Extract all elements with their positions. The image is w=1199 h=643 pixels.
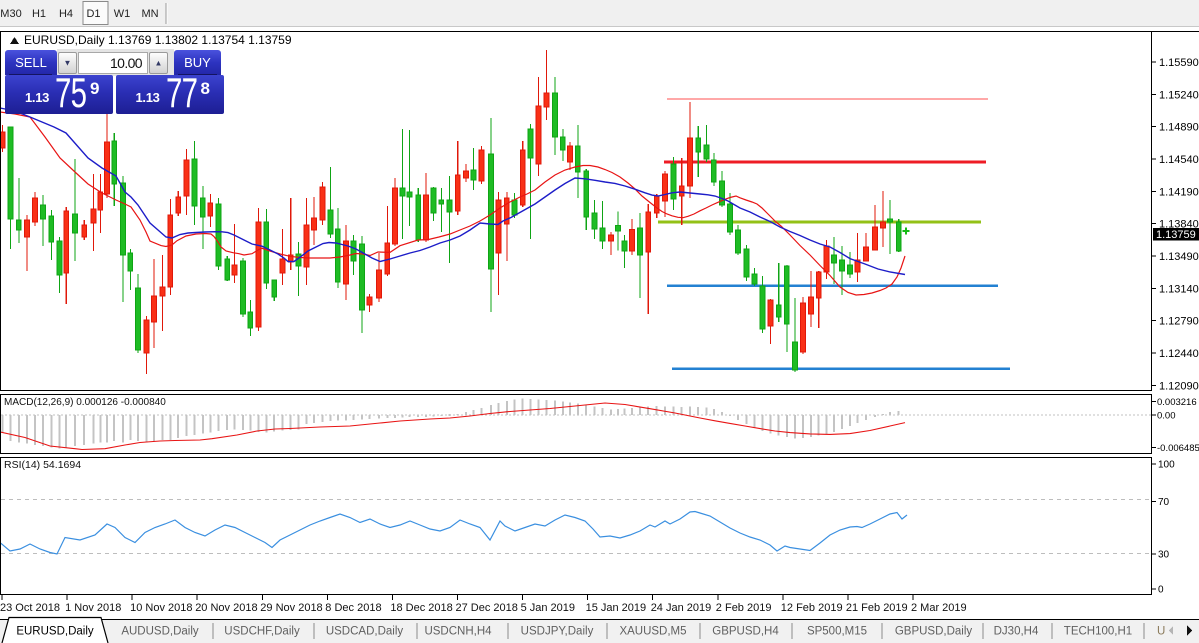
svg-text:H4: H4 (59, 8, 73, 20)
svg-text:AUDUSD,Daily: AUDUSD,Daily (121, 626, 199, 638)
svg-text:2 Mar 2019: 2 Mar 2019 (911, 602, 967, 614)
svg-text:D1: D1 (86, 8, 100, 20)
svg-text:1.13140: 1.13140 (1159, 283, 1199, 295)
svg-text:21 Feb 2019: 21 Feb 2019 (846, 602, 908, 614)
svg-text:1.13490: 1.13490 (1159, 251, 1199, 263)
svg-text:1.15240: 1.15240 (1159, 89, 1199, 101)
svg-text:1.12790: 1.12790 (1159, 316, 1199, 328)
svg-text:USDCNH,H4: USDCNH,H4 (424, 626, 492, 638)
svg-text:15 Jan 2019: 15 Jan 2019 (586, 602, 647, 614)
svg-text:MACD(12,26,9) 0.000126 -0.0008: MACD(12,26,9) 0.000126 -0.000840 (4, 397, 166, 408)
svg-text:23 Oct 2018: 23 Oct 2018 (0, 602, 60, 614)
svg-text:30: 30 (1158, 549, 1170, 560)
svg-text:1.13759: 1.13759 (1156, 229, 1196, 241)
svg-text:5 Jan 2019: 5 Jan 2019 (521, 602, 575, 614)
svg-text:XAUUSD,M5: XAUUSD,M5 (619, 626, 686, 638)
svg-text:W1: W1 (114, 8, 131, 20)
svg-text:RSI(14) 54.1694: RSI(14) 54.1694 (4, 459, 81, 471)
svg-text:1.14890: 1.14890 (1159, 122, 1199, 134)
svg-text:18 Dec 2018: 18 Dec 2018 (390, 602, 452, 614)
svg-text:U: U (1157, 626, 1165, 638)
svg-text:10 Nov 2018: 10 Nov 2018 (130, 602, 192, 614)
svg-text:EURUSD,Daily: EURUSD,Daily (16, 626, 94, 638)
svg-text:1.12090: 1.12090 (1159, 380, 1199, 392)
svg-text:TECH100,H1: TECH100,H1 (1064, 626, 1132, 638)
svg-text:MN: MN (141, 8, 158, 20)
svg-text:0: 0 (1158, 584, 1164, 595)
svg-text:12 Feb 2019: 12 Feb 2019 (781, 602, 843, 614)
svg-text:-0.006485: -0.006485 (1157, 443, 1199, 454)
svg-text:USDCHF,Daily: USDCHF,Daily (224, 626, 300, 638)
svg-text:GBPUSD,H4: GBPUSD,H4 (712, 626, 779, 638)
svg-text:1.15590: 1.15590 (1159, 57, 1199, 69)
svg-text:29 Nov 2018: 29 Nov 2018 (260, 602, 322, 614)
svg-text:24 Jan 2019: 24 Jan 2019 (651, 602, 712, 614)
svg-text:1.13840: 1.13840 (1159, 219, 1199, 231)
svg-text:H1: H1 (32, 8, 46, 20)
svg-text:0.003216: 0.003216 (1157, 397, 1197, 408)
svg-text:M30: M30 (0, 8, 21, 20)
svg-text:USDJPY,Daily: USDJPY,Daily (521, 626, 594, 638)
svg-text:GBPUSD,Daily: GBPUSD,Daily (895, 626, 973, 638)
svg-text:70: 70 (1158, 497, 1170, 508)
svg-text:USDCAD,Daily: USDCAD,Daily (326, 626, 404, 638)
svg-text:1.12440: 1.12440 (1159, 348, 1199, 360)
svg-text:8 Dec 2018: 8 Dec 2018 (325, 602, 381, 614)
svg-text:DJ30,H4: DJ30,H4 (994, 626, 1039, 638)
svg-text:EURUSD,Daily 1.13769 1.13802: EURUSD,Daily 1.13769 1.13802 1.13754 1.1… (24, 33, 292, 47)
svg-text:1 Nov 2018: 1 Nov 2018 (65, 602, 121, 614)
svg-text:27 Dec 2018: 27 Dec 2018 (456, 602, 518, 614)
svg-text:100: 100 (1158, 460, 1175, 471)
svg-text:1.14540: 1.14540 (1159, 154, 1199, 166)
svg-text:1.14190: 1.14190 (1159, 186, 1199, 198)
svg-text:2 Feb 2019: 2 Feb 2019 (716, 602, 772, 614)
svg-text:20 Nov 2018: 20 Nov 2018 (195, 602, 257, 614)
svg-text:SP500,M15: SP500,M15 (807, 626, 867, 638)
svg-text:0.00: 0.00 (1157, 411, 1176, 422)
